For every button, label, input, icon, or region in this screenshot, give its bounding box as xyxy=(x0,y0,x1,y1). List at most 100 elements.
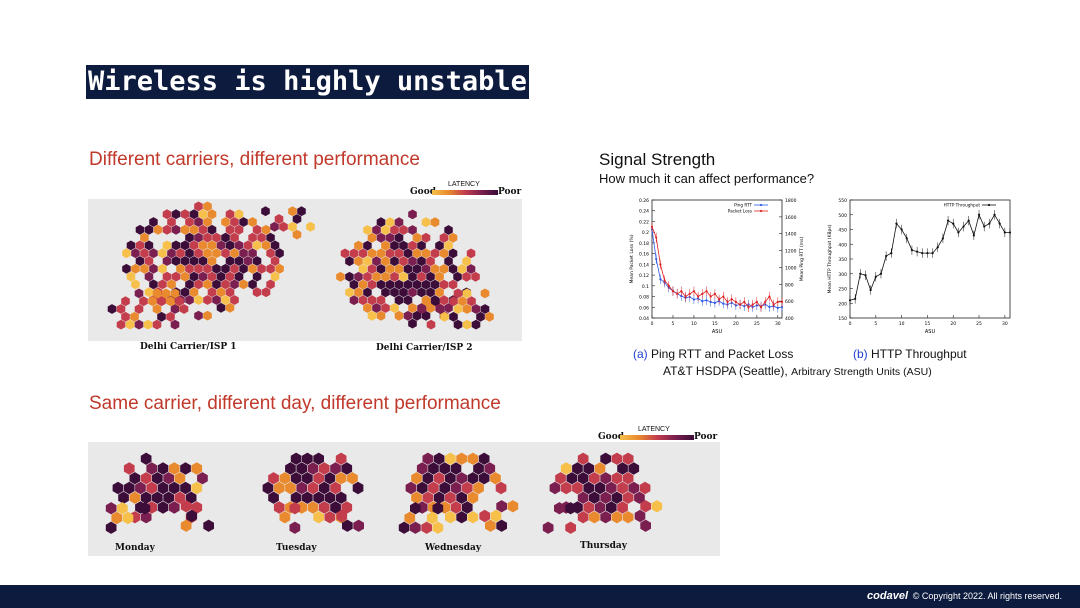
heat-hex xyxy=(428,481,439,495)
heat-hex xyxy=(234,224,244,235)
heat-hex xyxy=(560,462,572,475)
heat-hex xyxy=(549,481,561,495)
heat-hex xyxy=(403,279,413,290)
heat-hex xyxy=(203,279,212,290)
heat-hex xyxy=(135,256,145,266)
heat-hex xyxy=(194,263,203,274)
caption-b-tag: (b) xyxy=(853,347,868,361)
heat-hex xyxy=(131,279,140,290)
y-tick-right-label: 800 xyxy=(785,282,794,288)
y-tick-label: 500 xyxy=(838,213,847,219)
heat-hex xyxy=(146,462,158,475)
heat-hex xyxy=(144,224,154,235)
data-point xyxy=(692,290,696,293)
data-point xyxy=(1008,231,1012,234)
heat-hex xyxy=(367,310,377,321)
heat-hex xyxy=(430,217,440,228)
heat-hex xyxy=(270,240,280,251)
data-point xyxy=(705,299,708,302)
heat-hex xyxy=(421,217,431,228)
heat-hex xyxy=(221,263,230,274)
data-point xyxy=(717,298,721,301)
heat-hex xyxy=(453,288,463,299)
heat-hex xyxy=(349,279,359,290)
heat-hex xyxy=(302,472,313,485)
heat-hex xyxy=(176,248,185,259)
data-point xyxy=(900,228,903,231)
heat-hex xyxy=(444,303,453,313)
heat-hex xyxy=(176,263,185,274)
heat-hex xyxy=(433,491,445,504)
data-point xyxy=(890,252,893,255)
heat-hex xyxy=(403,248,413,259)
heat-hex xyxy=(411,472,422,485)
data-point xyxy=(869,288,872,292)
heat-hex xyxy=(105,502,117,515)
heat-hex xyxy=(634,491,645,504)
heat-hex xyxy=(239,217,248,227)
heat-hex xyxy=(261,224,271,235)
heat-hex xyxy=(189,271,199,282)
heat-hex xyxy=(417,256,426,267)
x-tick-label: 30 xyxy=(1002,321,1008,327)
heat-hex xyxy=(126,271,136,282)
heat-hex xyxy=(444,225,453,235)
heat-hex xyxy=(589,491,600,504)
heat-hex xyxy=(381,271,390,282)
heat-hex xyxy=(243,240,253,251)
heat-hex xyxy=(399,271,408,282)
x-tick-label: 25 xyxy=(754,321,760,327)
caption-a-text: Ping RTT and Packet Loss xyxy=(651,347,794,361)
heat-hex xyxy=(194,248,203,259)
heat-hex xyxy=(288,206,297,217)
heat-hex xyxy=(123,481,135,495)
heat-hex xyxy=(594,462,606,475)
data-point xyxy=(879,272,883,275)
heat-hex xyxy=(408,271,417,282)
heat-hex xyxy=(376,232,386,243)
heat-hex xyxy=(261,240,271,251)
data-point xyxy=(921,252,924,255)
heat-hex xyxy=(163,472,174,485)
heat-hex xyxy=(180,271,190,282)
heat-hex xyxy=(611,472,623,485)
heat-hex xyxy=(239,279,248,290)
heat-hex xyxy=(589,511,600,524)
data-point xyxy=(864,274,867,277)
heat-hex xyxy=(417,287,426,298)
heat-hex xyxy=(566,472,578,485)
heat-hex xyxy=(171,224,181,235)
heat-hex xyxy=(583,501,595,514)
heat-hex xyxy=(439,462,451,475)
heat-hex xyxy=(157,296,166,307)
heat-hex xyxy=(390,225,399,235)
series-line xyxy=(849,213,1010,301)
heat-hex xyxy=(408,209,417,220)
data-point xyxy=(722,295,725,298)
heat-hex xyxy=(450,481,462,495)
heat-hex xyxy=(467,452,479,465)
heat-hex xyxy=(408,256,417,267)
heat-hex xyxy=(404,511,416,525)
data-point xyxy=(972,234,975,237)
heat-hex xyxy=(421,232,431,243)
heat-hex xyxy=(354,287,363,298)
heat-hex xyxy=(495,481,507,495)
heat-hex xyxy=(478,472,490,485)
day-label-thursday: Thursday xyxy=(580,541,627,551)
heat-hex xyxy=(467,472,479,485)
data-point xyxy=(655,257,658,261)
heat-hex xyxy=(111,511,123,525)
heat-hex xyxy=(134,319,144,330)
heat-hex xyxy=(594,501,606,514)
heat-hex xyxy=(248,248,257,259)
heat-hex xyxy=(167,279,176,290)
heat-hex xyxy=(185,263,194,274)
data-point xyxy=(915,250,919,253)
heat-hex xyxy=(198,240,208,251)
heat-hex xyxy=(605,481,617,495)
heat-hex xyxy=(440,311,449,322)
heat-hex xyxy=(390,287,399,298)
heat-hex xyxy=(416,481,428,495)
heat-hex xyxy=(416,462,428,475)
